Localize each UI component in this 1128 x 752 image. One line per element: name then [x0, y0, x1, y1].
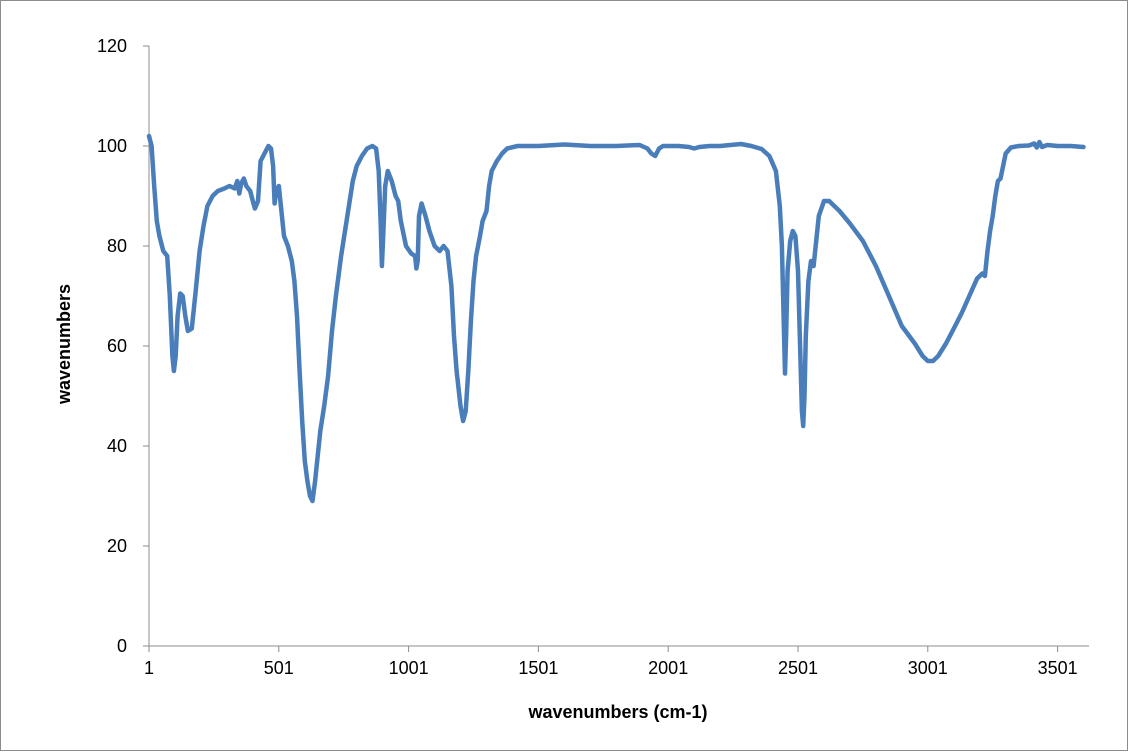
x-tick-label: 501 — [264, 658, 294, 678]
series-layer — [146, 133, 1086, 504]
axes — [143, 45, 1089, 652]
y-tick-label: 0 — [117, 636, 127, 656]
x-tick-label: 3001 — [908, 658, 948, 678]
y-tick-label: 120 — [97, 36, 127, 56]
y-tick-label: 20 — [107, 536, 127, 556]
y-axis-title: wavenumbers — [54, 284, 74, 405]
series-line — [146, 133, 1086, 504]
y-tick-label: 100 — [97, 136, 127, 156]
x-tick-label: 1 — [144, 658, 154, 678]
y-tick-label: 60 — [107, 336, 127, 356]
x-axis-title: wavenumbers (cm-1) — [527, 702, 707, 722]
x-tick-label: 3501 — [1038, 658, 1078, 678]
y-tick-label: 80 — [107, 236, 127, 256]
x-tick-label: 2001 — [648, 658, 688, 678]
x-tick-labels: 1 501 1001 1501 2001 2501 3001 3501 — [144, 658, 1078, 678]
y-tick-label: 40 — [107, 436, 127, 456]
x-tick-label: 1001 — [389, 658, 429, 678]
y-tick-labels: 0 20 40 60 80 100 120 — [97, 36, 127, 656]
x-tick-label: 1501 — [518, 658, 558, 678]
x-tick-label: 2501 — [778, 658, 818, 678]
